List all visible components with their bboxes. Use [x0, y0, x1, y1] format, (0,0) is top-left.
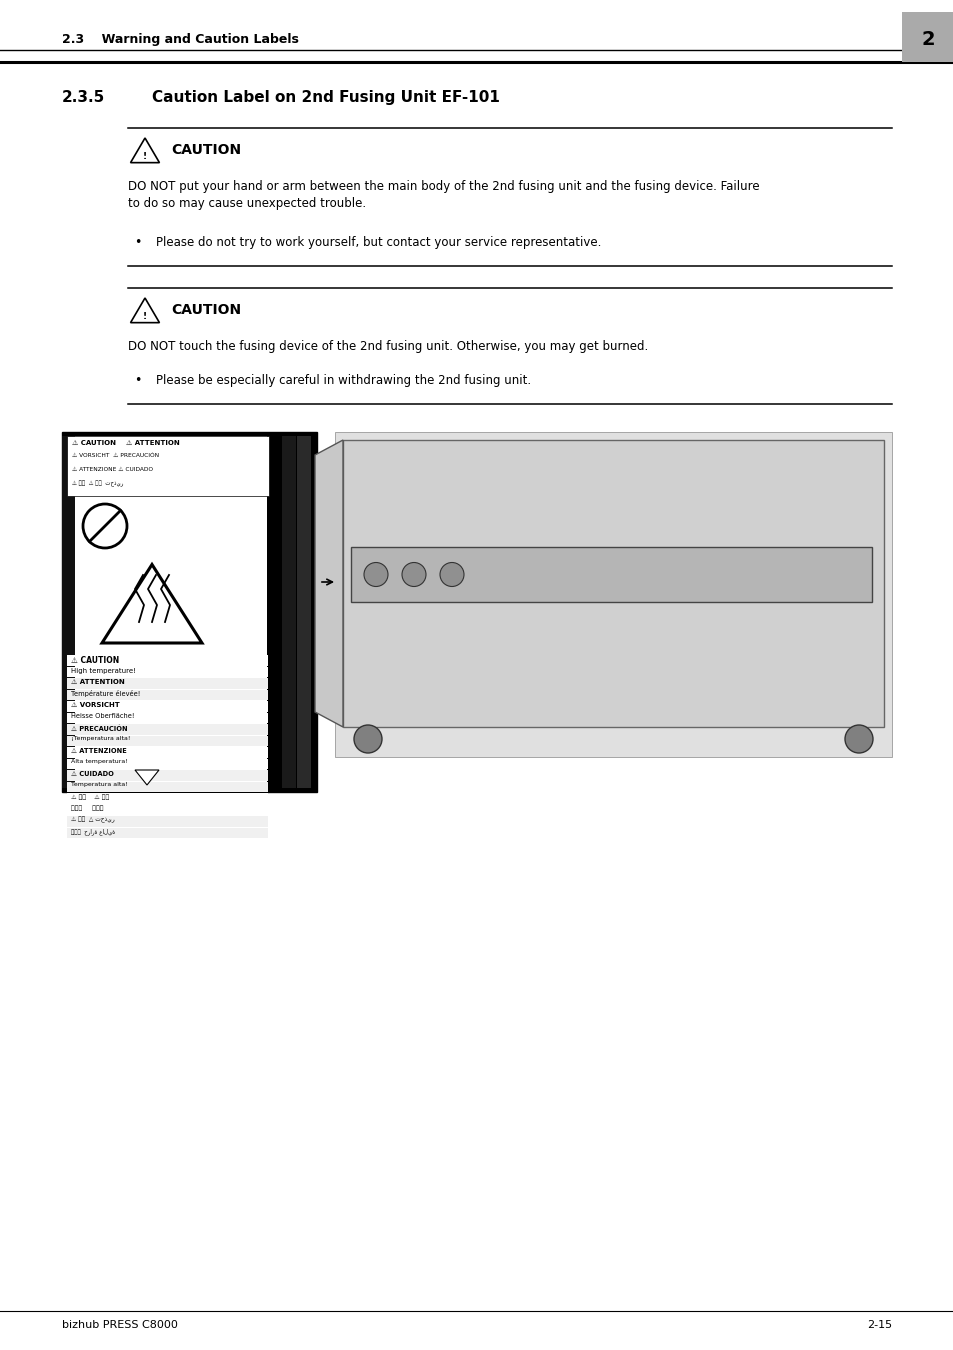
- Bar: [67, 713, 268, 724]
- Text: Heisse Oberfläche!: Heisse Oberfläche!: [71, 714, 134, 720]
- Text: ⚠ 주의  △ تحذير: ⚠ 주의 △ تحذير: [71, 817, 114, 824]
- Text: ⚠ ATTENZIONE ⚠ CUIDADO: ⚠ ATTENZIONE ⚠ CUIDADO: [71, 467, 152, 472]
- Bar: [296, 436, 311, 788]
- Text: ⚠ CAUTION    ⚠ ATTENTION: ⚠ CAUTION ⚠ ATTENTION: [71, 440, 179, 446]
- Text: 高温！     高温！: 高温！ 高温！: [71, 806, 103, 811]
- Bar: [67, 655, 268, 666]
- Polygon shape: [314, 440, 343, 728]
- Text: ⚠ CUIDADO: ⚠ CUIDADO: [71, 771, 113, 778]
- Bar: [267, 436, 281, 788]
- Text: !: !: [143, 153, 147, 161]
- Text: ⚠ 注意    ⚠ 注意: ⚠ 注意 ⚠ 注意: [71, 794, 110, 799]
- Bar: [67, 769, 268, 780]
- Bar: [67, 759, 268, 769]
- Bar: [67, 747, 268, 757]
- Text: ⚠ PRECAUCIÓN: ⚠ PRECAUCIÓN: [71, 725, 128, 732]
- Bar: [67, 436, 269, 788]
- Text: ⚠ ATTENTION: ⚠ ATTENTION: [71, 679, 125, 684]
- Text: 2.3.5: 2.3.5: [62, 90, 105, 105]
- Text: Caution Label on 2nd Fusing Unit EF-101: Caution Label on 2nd Fusing Unit EF-101: [152, 90, 499, 105]
- Bar: [282, 436, 295, 788]
- Text: bizhub PRESS C8000: bizhub PRESS C8000: [62, 1320, 177, 1330]
- Text: ⚠ 注意  ⚠ 주의  تحذير: ⚠ 注意 ⚠ 주의 تحذير: [71, 481, 123, 487]
- Text: Please do not try to work yourself, but contact your service representative.: Please do not try to work yourself, but …: [156, 236, 600, 248]
- Bar: [67, 678, 268, 688]
- Bar: [67, 736, 268, 747]
- Bar: [343, 440, 883, 728]
- Text: 2.3    Warning and Caution Labels: 2.3 Warning and Caution Labels: [62, 34, 298, 46]
- Text: !: !: [143, 312, 147, 321]
- Text: •: •: [134, 374, 142, 387]
- Circle shape: [844, 725, 872, 753]
- Text: CAUTION: CAUTION: [171, 302, 241, 317]
- Bar: [351, 547, 871, 602]
- Circle shape: [364, 563, 388, 586]
- Text: ⚠ ATTENZIONE: ⚠ ATTENZIONE: [71, 748, 127, 755]
- Bar: [62, 436, 75, 788]
- Text: DO NOT put your hand or arm between the main body of the 2nd fusing unit and the: DO NOT put your hand or arm between the …: [128, 180, 759, 211]
- Text: CAUTION: CAUTION: [171, 143, 241, 157]
- Text: 2: 2: [921, 30, 934, 49]
- Text: Alta temperatura!: Alta temperatura!: [71, 760, 128, 764]
- Circle shape: [354, 725, 381, 753]
- Text: ¡Temperatura alta!: ¡Temperatura alta!: [71, 737, 131, 741]
- Bar: [901, 12, 953, 62]
- Polygon shape: [135, 769, 159, 784]
- Bar: [67, 667, 268, 676]
- Text: •: •: [134, 236, 142, 248]
- Text: Temperatura alta!: Temperatura alta!: [71, 783, 128, 787]
- Bar: [335, 432, 891, 757]
- Bar: [67, 690, 268, 701]
- Text: ⚠ VORSICHT: ⚠ VORSICHT: [71, 702, 120, 707]
- Bar: [67, 782, 268, 792]
- Bar: [67, 815, 268, 826]
- Text: Please be especially careful in withdrawing the 2nd fusing unit.: Please be especially careful in withdraw…: [156, 374, 531, 387]
- Text: ⚠ CAUTION: ⚠ CAUTION: [71, 656, 119, 666]
- Bar: [67, 805, 268, 815]
- Bar: [67, 724, 268, 734]
- Circle shape: [439, 563, 463, 586]
- Bar: [67, 828, 268, 838]
- Bar: [62, 432, 316, 792]
- Text: 2-15: 2-15: [866, 1320, 891, 1330]
- Text: Température élevée!: Température élevée!: [71, 690, 140, 698]
- Bar: [67, 436, 269, 495]
- Text: DO NOT touch the fusing device of the 2nd fusing unit. Otherwise, you may get bu: DO NOT touch the fusing device of the 2n…: [128, 340, 648, 352]
- Circle shape: [401, 563, 426, 586]
- Text: ⚠ VORSICHT  ⚠ PRECAUCIÓN: ⚠ VORSICHT ⚠ PRECAUCIÓN: [71, 454, 159, 459]
- Text: High temperature!: High temperature!: [71, 667, 136, 674]
- Text: 고열！  حرارة عالية: 고열！ حرارة عالية: [71, 829, 115, 836]
- Bar: [67, 792, 268, 803]
- Bar: [67, 701, 268, 711]
